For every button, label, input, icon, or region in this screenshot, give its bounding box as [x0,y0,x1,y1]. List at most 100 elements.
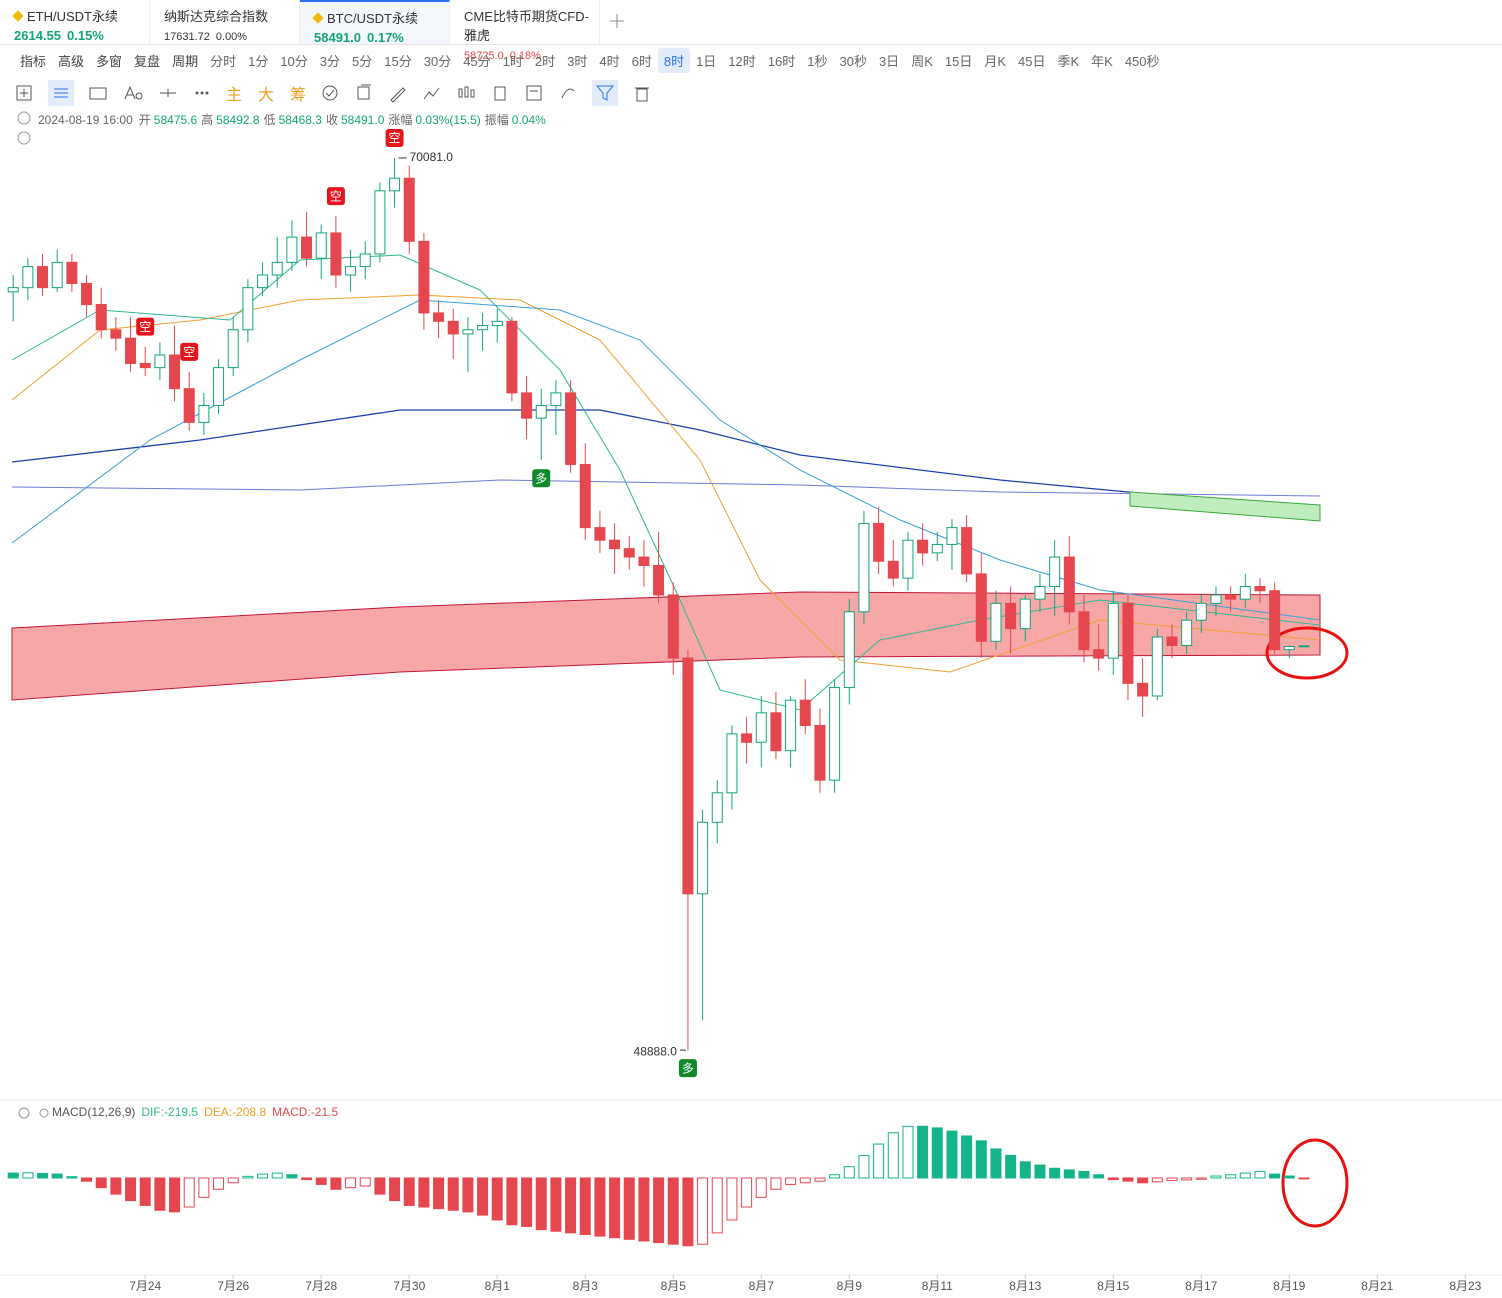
tab-change: 0.17% [367,30,404,45]
chart-tool[interactable]: 主 [226,87,243,104]
tab[interactable]: ETH/USDT永续 2614.55 0.15% [0,0,150,44]
candle-body [755,712,767,743]
period-button[interactable]: 10分 [280,53,308,69]
tab-change: 0.15% [67,28,104,43]
macd-bar [271,1172,283,1179]
tab[interactable]: CME比特币期货CFD-雅虎 58725.0 0.18% [450,0,600,62]
icon[interactable] [388,83,408,103]
macd-bar [1005,1154,1017,1179]
x-tick-label: 8月11 [922,1279,953,1293]
period-button[interactable]: 1时 [502,53,523,69]
icon[interactable] [14,83,34,103]
period-button[interactable]: 3分 [319,53,341,69]
candle-body [726,733,738,794]
macd-bar [22,1172,34,1179]
icon[interactable] [122,83,144,103]
icon[interactable] [88,83,108,103]
icon[interactable] [158,83,178,103]
info-value: 58475.6 [153,113,198,127]
candle-body [7,287,19,293]
tab[interactable]: BTC/USDT永续 58491.0 0.17% [300,0,450,45]
icon[interactable] [592,80,619,106]
macd-bar [579,1177,591,1235]
macd-bar [418,1177,430,1208]
candle-body [359,253,371,268]
period-button[interactable]: 12时 [728,53,756,69]
period-button[interactable]: 月K [984,53,1006,69]
candle-body [785,699,797,752]
icon[interactable] [354,83,374,103]
tab[interactable]: 纳斯达克综合指数 17631.72 0.00% [150,0,300,44]
period-button[interactable]: 15分 [384,53,412,69]
candle-body [521,392,533,419]
macd-bar [1283,1175,1295,1179]
icon[interactable] [320,83,340,103]
candle-body [550,392,562,407]
period-button[interactable]: 2时 [534,53,556,69]
info-value: 0.04% [511,113,546,127]
collapse-icon[interactable] [17,111,31,125]
tool-button[interactable]: 多窗 [96,53,123,69]
icon[interactable] [490,83,510,103]
period-button[interactable]: 450秒 [1124,53,1160,69]
candle-body [66,261,78,284]
alert-icon[interactable] [39,1108,49,1118]
tab-name: ETH/USDT永续 [12,6,149,25]
icon[interactable] [558,83,578,103]
icon[interactable] [524,83,544,103]
period-button[interactable]: 5分 [352,53,373,69]
period-button[interactable]: 周K [911,53,933,69]
period-button[interactable]: 45日 [1018,53,1046,69]
period-button[interactable]: 4时 [599,53,620,69]
icon[interactable] [632,83,652,103]
info-value: 58492.8 [216,113,260,127]
collapse-icon[interactable] [17,131,31,145]
period-button[interactable]: 季K [1057,53,1080,69]
candle-body [37,266,49,289]
period-button[interactable]: 15日 [944,53,973,69]
period-button[interactable]: 6时 [631,53,652,69]
icon[interactable] [192,83,212,103]
icon[interactable] [422,83,442,103]
period-button[interactable]: 16时 [767,53,796,69]
period-button[interactable]: 1分 [248,53,269,69]
add-tab[interactable] [600,0,634,44]
tool-button[interactable]: 高级 [58,53,85,69]
macd-toggle[interactable] [18,1107,30,1119]
candle-body [1151,636,1163,697]
macd-bar [961,1135,973,1179]
macd-bar [814,1177,826,1182]
icon[interactable] [456,83,476,103]
candle-body [697,821,709,895]
period-button[interactable]: 1日 [696,53,717,69]
icon[interactable] [48,80,74,106]
macd-bar [374,1177,386,1195]
macd-bar [1181,1177,1193,1181]
period-button[interactable]: 1秒 [807,53,828,69]
period-button[interactable]: 30分 [423,53,452,69]
macd-bar [697,1177,709,1245]
tool-button[interactable]: 周期 [172,53,199,69]
candle-body [829,687,841,781]
macd-label: MACD:-21.5 [272,1105,338,1119]
signal-label: 空 [139,320,151,334]
period-button[interactable]: 年K [1091,53,1113,69]
macd-bar [711,1177,723,1234]
period-button[interactable]: 3时 [567,53,588,69]
chart-tool[interactable]: 筹 [290,87,307,104]
period-button[interactable]: 8时 [657,47,691,73]
x-tick-label: 8月1 [485,1279,511,1293]
chart-tool[interactable]: 大 [258,87,275,104]
tool-button[interactable]: 复盘 [134,53,161,69]
period-button[interactable]: 30秒 [839,53,867,69]
period-button[interactable]: 45分 [463,53,491,69]
candle-body [946,527,958,545]
candle-body [1034,586,1046,600]
period-button[interactable]: 3日 [878,53,900,69]
candle-body [1122,602,1134,684]
macd-bar [741,1177,753,1208]
tool-button[interactable]: 指标 [20,53,47,69]
period-button[interactable]: 分时 [210,53,237,69]
candle-body [477,325,489,331]
macd-bar [1137,1177,1149,1184]
